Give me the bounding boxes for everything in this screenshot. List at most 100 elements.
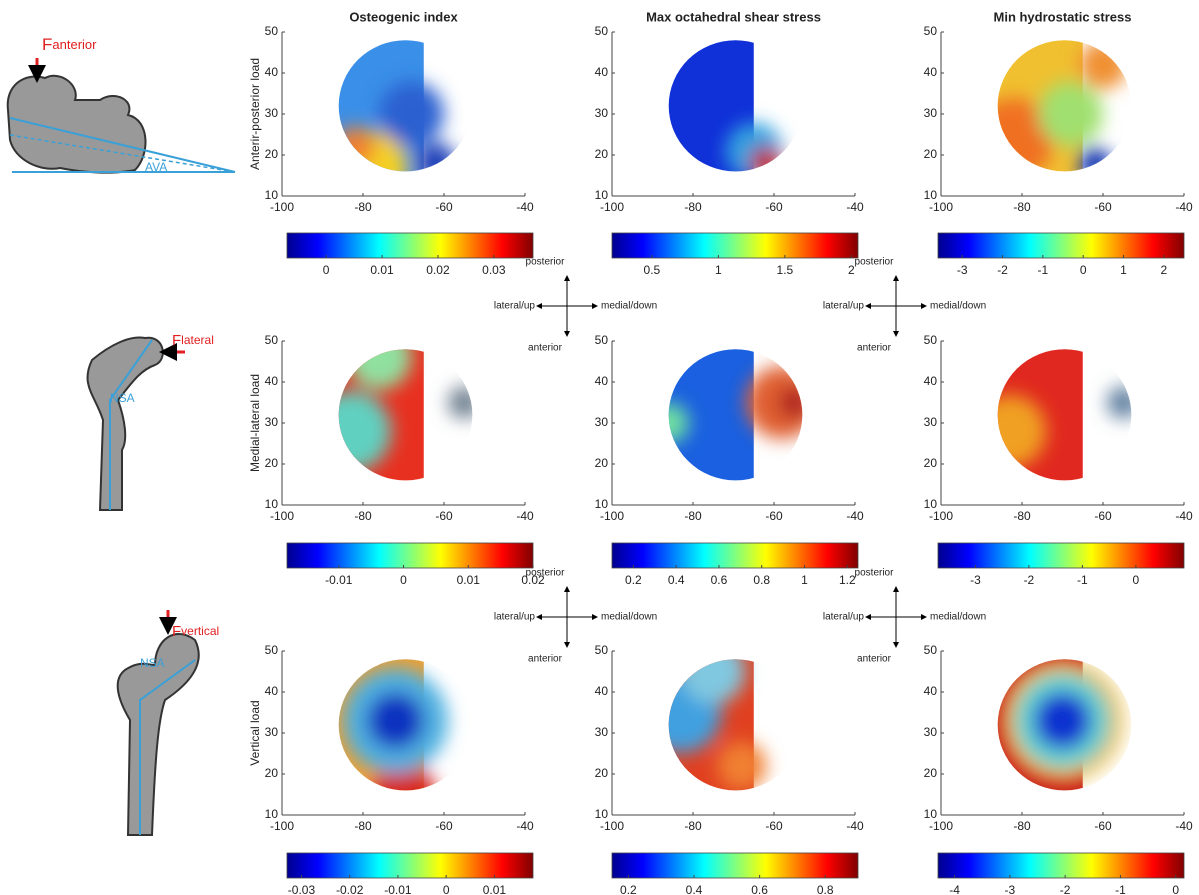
colorbar-tick-label: -1 [1115,883,1126,895]
y-tick-label: 40 [265,65,279,79]
y-tick-label: 30 [924,725,938,739]
field-blend [668,659,766,791]
field-map [997,40,1128,172]
heatmap-panel [997,349,1132,481]
field-base [668,349,754,481]
direction-label: posterior [526,257,566,268]
heatmap-panel [338,659,449,791]
y-tick-label: 10 [265,807,279,821]
direction-label: lateral/up [823,301,865,312]
direction-label: medial/down [601,612,657,623]
colorbar [286,852,534,879]
x-tick-label: -60 [765,200,783,214]
y-axis-label: Anterir-posterior load [248,58,262,170]
y-tick-label: 10 [595,188,609,202]
heatmap-panel [668,40,783,172]
colorbar-tick-label: -3 [1005,883,1016,895]
field-spot [346,349,412,390]
y-tick-label: 30 [595,725,609,739]
y-tick-label: 50 [924,24,938,38]
field-spot [717,741,766,791]
colorbar-tick-label: 0.03 [482,263,506,277]
field-map [997,349,1132,481]
colorbar-tick-label: 0.01 [483,883,507,895]
direction-compass [536,586,598,648]
force-label: Fvertical [172,623,219,640]
y-tick-label: 50 [595,643,609,657]
heatmap-panel [668,659,766,791]
force-subscript: lateral [181,333,214,347]
x-tick-label: -100 [929,819,953,833]
y-tick-label: 20 [265,147,279,161]
field-spot [379,81,444,147]
femur-diagram [6,58,236,174]
colorbar-tick-label: -2 [1060,883,1071,895]
colorbar [286,542,534,569]
heatmap-panel [668,349,803,481]
y-tick-label: 20 [265,456,279,470]
colorbar-tick-label: 2 [1160,263,1167,277]
colorbar-tick-label: 1 [715,263,722,277]
femur-diagram [116,610,200,836]
field-spot [749,147,783,172]
y-tick-label: 10 [924,188,938,202]
field-map [668,349,803,481]
panel-title: Osteogenic index [349,9,458,24]
colorbar-tick-label: -3 [970,573,981,587]
angle-label: NSA [110,391,135,405]
colorbar-tick-label: 1.5 [777,263,794,277]
colorbar [937,852,1185,879]
y-tick-label: 20 [265,766,279,780]
colorbar-tick-label: -3 [957,263,968,277]
x-tick-label: -40 [1175,509,1193,523]
field-spot [778,386,803,419]
direction-label: anterior [857,343,892,354]
y-tick-label: 20 [595,456,609,470]
x-tick-label: -60 [435,509,453,523]
colorbar [611,232,859,259]
y-tick-label: 40 [924,684,938,698]
x-tick-label: -40 [846,200,864,214]
y-tick-label: 40 [595,65,609,79]
y-tick-label: 10 [595,807,609,821]
y-tick-label: 30 [265,725,279,739]
heatmap-panel [997,659,1124,791]
x-tick-label: -80 [1013,200,1031,214]
direction-label: medial/down [930,612,986,623]
direction-label: lateral/up [494,612,536,623]
colorbar-tick-label: -2 [1024,573,1035,587]
field-map [338,40,457,172]
heatmap-panel [997,40,1128,172]
colorbar-tick-label: 0.02 [521,573,545,587]
field-map [668,659,766,791]
field-spot [371,762,436,791]
x-tick-label: -100 [929,200,953,214]
x-tick-label: -80 [354,819,372,833]
force-subscript: vertical [181,624,219,638]
direction-compass [865,275,927,337]
x-tick-label: -100 [270,200,294,214]
y-tick-label: 40 [595,374,609,388]
heatmap-panel [338,349,473,481]
direction-label: anterior [857,654,892,665]
colorbar [611,542,859,569]
field-spot [1038,81,1103,147]
y-tick-label: 20 [595,766,609,780]
field-spot [997,394,1047,468]
y-tick-label: 40 [265,374,279,388]
x-tick-label: -80 [354,200,372,214]
y-tick-label: 10 [924,807,938,821]
field-spot [1078,40,1128,90]
x-tick-label: -60 [1094,200,1112,214]
y-tick-label: 40 [924,374,938,388]
y-tick-label: 50 [595,333,609,347]
y-tick-label: 40 [265,684,279,698]
y-tick-label: 50 [924,333,938,347]
y-tick-label: 20 [924,147,938,161]
x-tick-label: -60 [765,509,783,523]
field-spot [1078,147,1112,172]
x-tick-label: -80 [1013,819,1031,833]
x-tick-label: -100 [270,509,294,523]
field-spot [1034,692,1091,750]
y-tick-label: 10 [265,188,279,202]
